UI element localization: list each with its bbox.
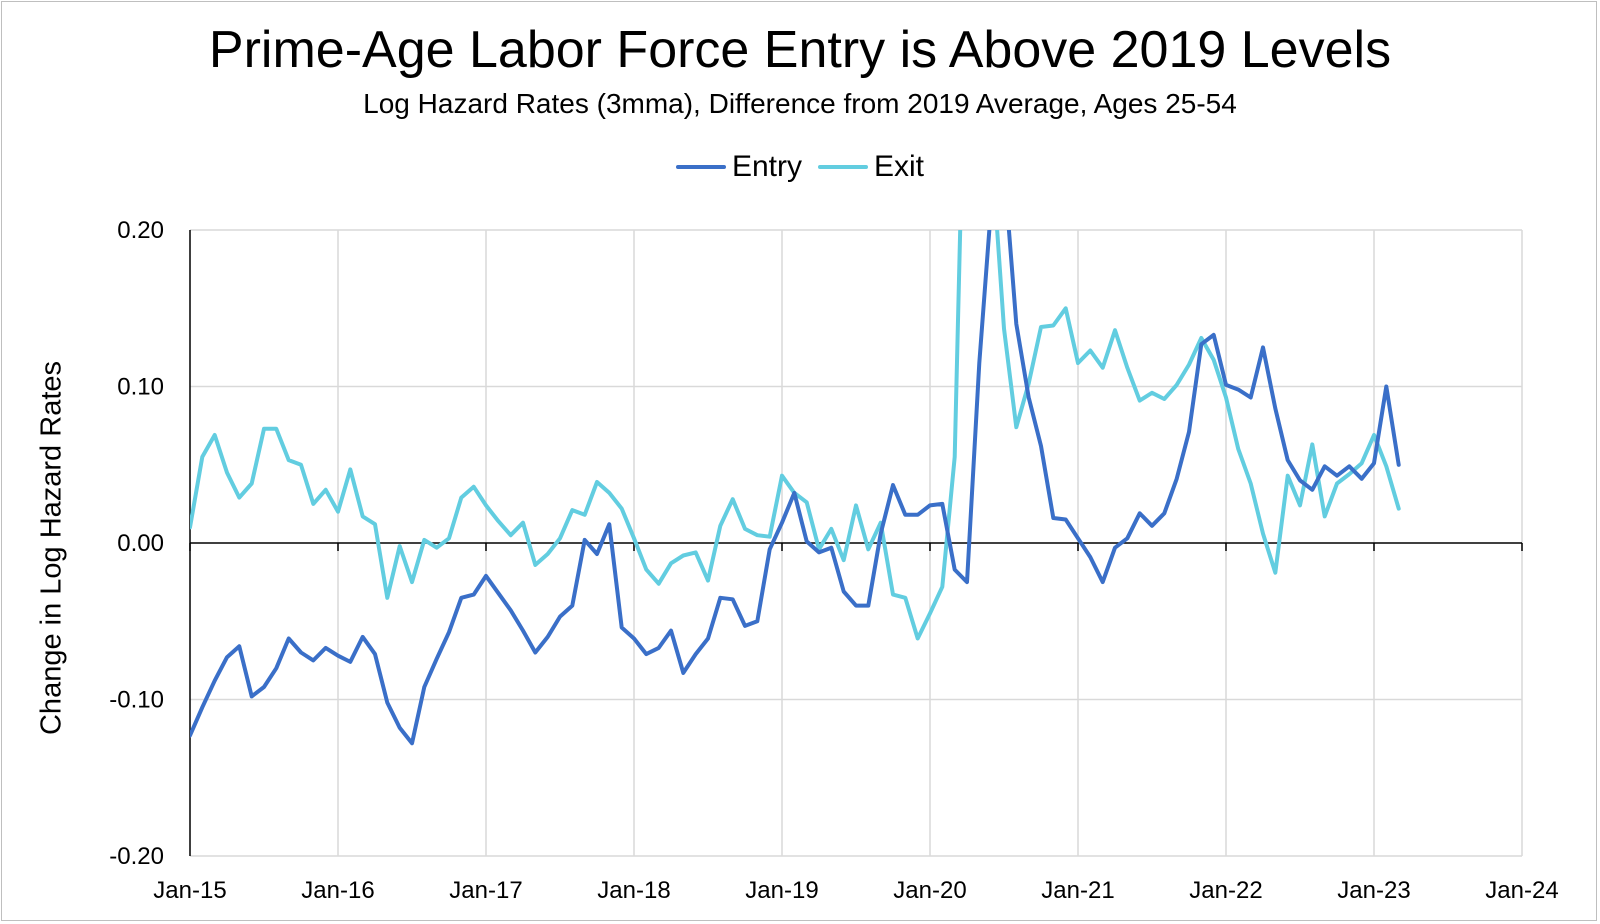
legend-item-entry: Entry bbox=[675, 150, 802, 184]
legend-swatch-entry bbox=[675, 165, 726, 169]
chart-title: Prime-Age Labor Force Entry is Above 201… bbox=[208, 21, 1392, 79]
x-tick-label: Jan-22 bbox=[1189, 877, 1262, 904]
x-tick-label: Jan-15 bbox=[153, 877, 226, 904]
x-tick-label: Jan-23 bbox=[1337, 877, 1410, 904]
y-tick-label: 0.20 bbox=[117, 217, 164, 244]
y-tick-label: -0.20 bbox=[109, 843, 164, 870]
chart-subtitle: Log Hazard Rates (3mma), Difference from… bbox=[363, 88, 1237, 119]
x-tick-label: Jan-19 bbox=[745, 877, 818, 904]
entry-line bbox=[190, 230, 1401, 746]
axes bbox=[189, 230, 1523, 856]
legend: Entry Exit bbox=[0, 150, 1600, 184]
legend-label-entry: Entry bbox=[731, 150, 802, 183]
x-tick-label: Jan-16 bbox=[301, 877, 374, 904]
legend-item-exit: Exit bbox=[818, 150, 924, 184]
legend-swatch-exit bbox=[818, 165, 868, 169]
legend-label-exit: Exit bbox=[874, 150, 925, 183]
x-tick-label: Jan-18 bbox=[597, 877, 670, 904]
y-tick-label: 0.10 bbox=[117, 374, 164, 401]
x-tick-label: Jan-17 bbox=[449, 877, 522, 904]
x-tick-label: Jan-20 bbox=[893, 877, 966, 904]
tick-labels: 0.20 0.10 0.00 -0.10 -0.20 Jan-15 Jan-16 Jan-17… bbox=[109, 217, 1558, 904]
series-layer bbox=[190, 230, 1401, 746]
y-tick-label: 0.00 bbox=[117, 530, 164, 557]
x-tick-label: Jan-24 bbox=[1485, 877, 1558, 904]
y-tick-label: -0.10 bbox=[109, 687, 164, 714]
x-tick-label: Jan-21 bbox=[1041, 877, 1114, 904]
